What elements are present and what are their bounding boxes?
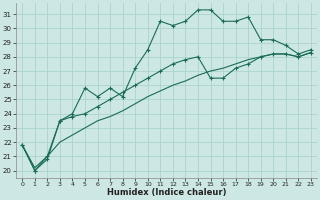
X-axis label: Humidex (Indice chaleur): Humidex (Indice chaleur) <box>107 188 226 197</box>
